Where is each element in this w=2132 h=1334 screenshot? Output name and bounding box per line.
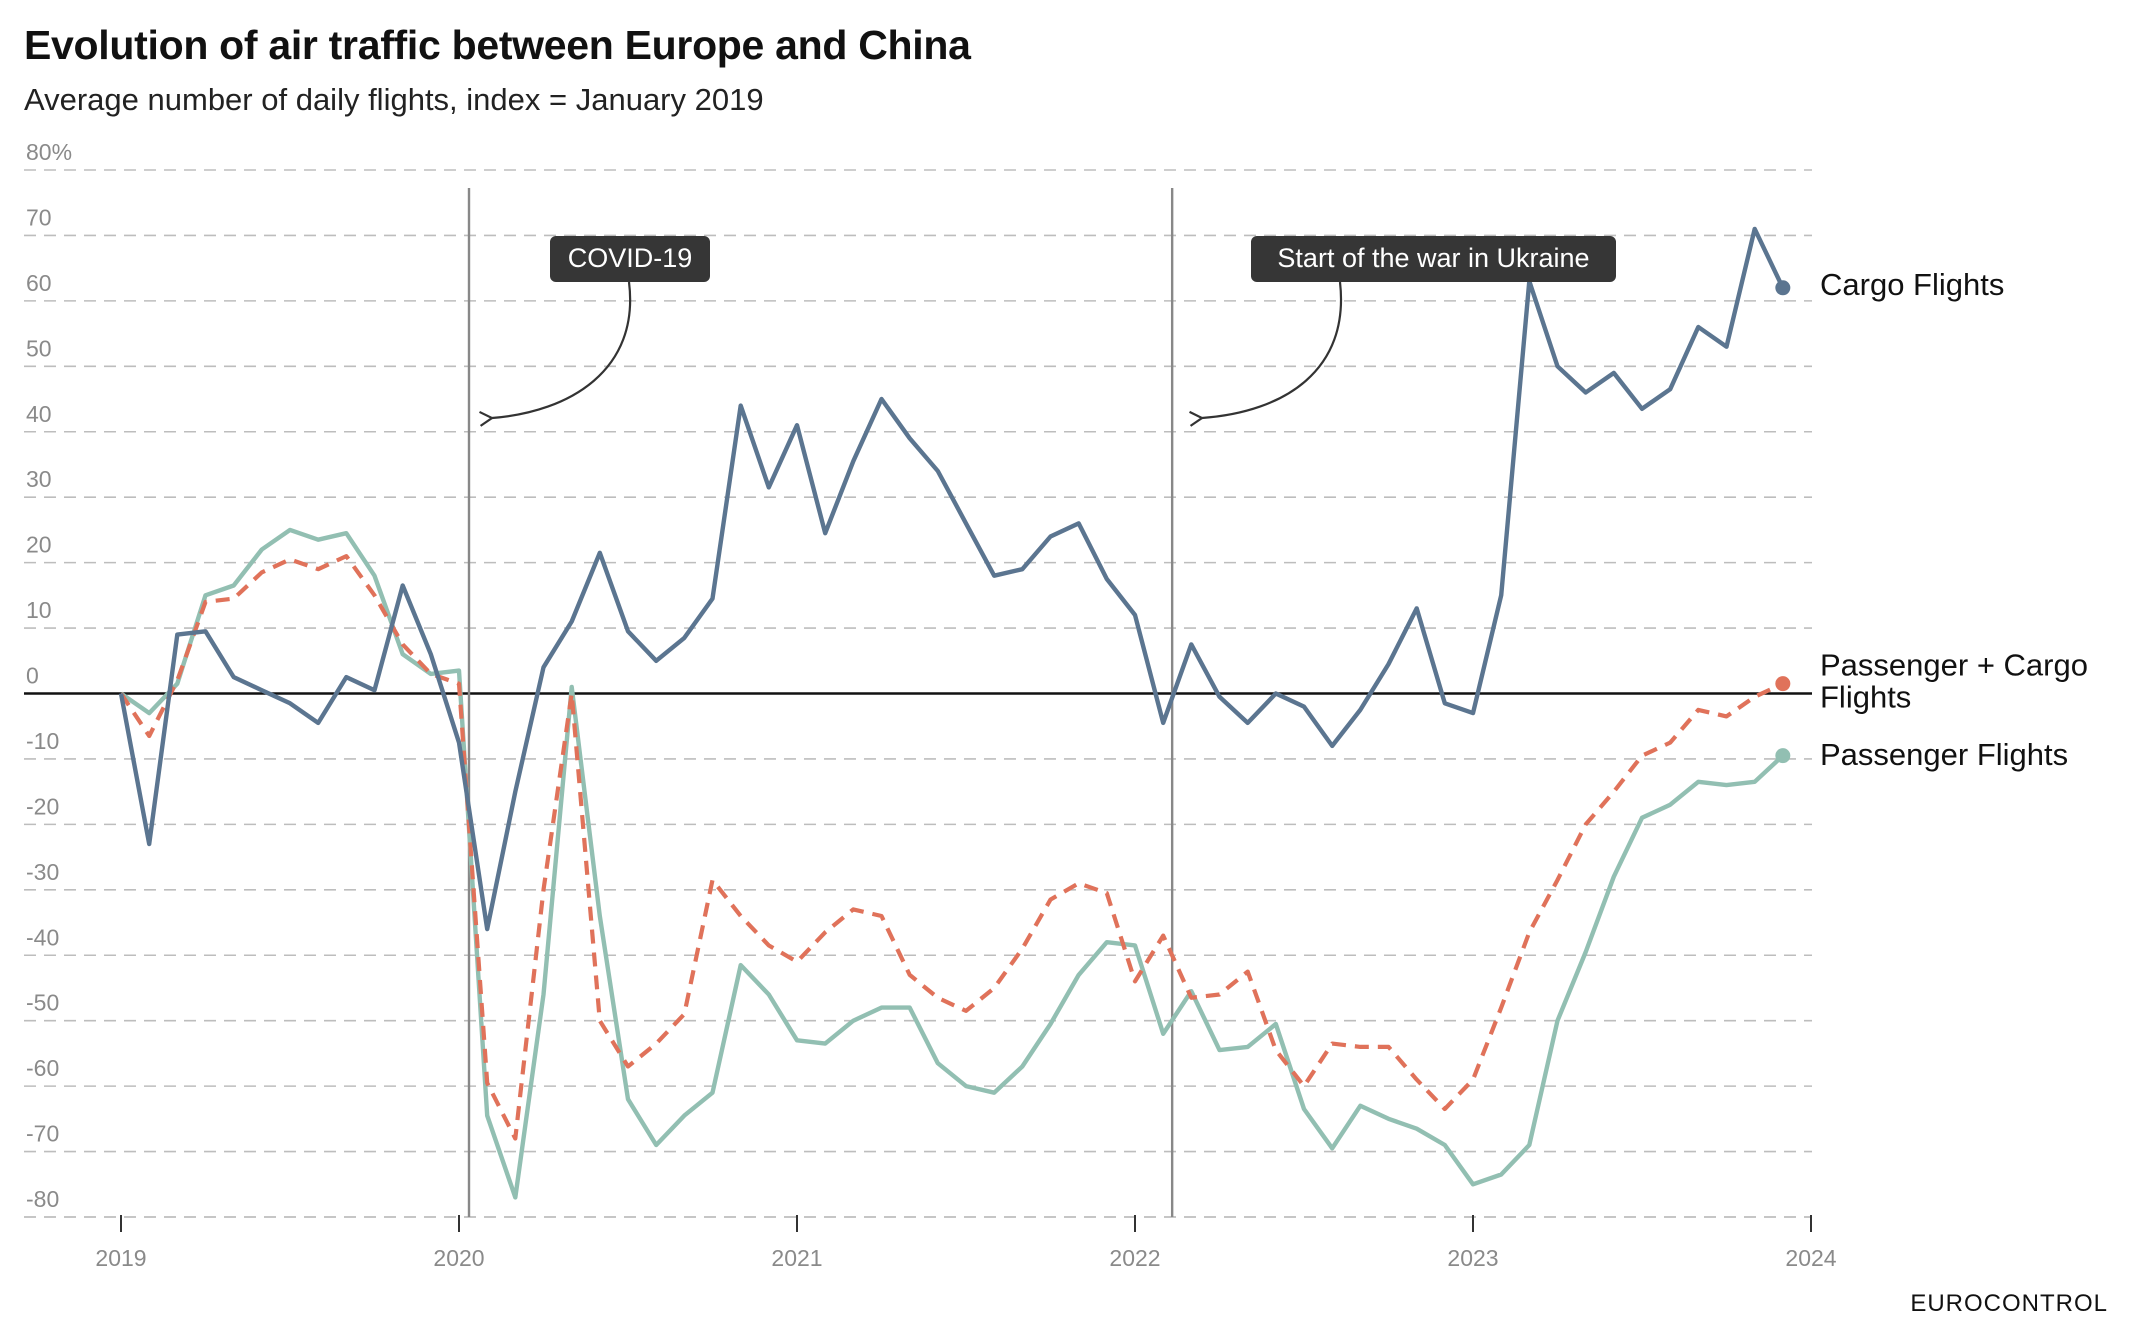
x-tick-label: 2023 — [1447, 1245, 1498, 1271]
y-tick-label: -70 — [26, 1121, 59, 1147]
x-tick-label: 2020 — [433, 1245, 484, 1271]
chart-subtitle: Average number of daily flights, index =… — [24, 82, 764, 117]
annotation-arrow — [1202, 281, 1343, 418]
series-end-dot — [1775, 748, 1791, 764]
series-lines — [118, 226, 1791, 1200]
series-label: Passenger + Cargo Flights — [1820, 648, 2088, 715]
chart-title: Evolution of air traffic between Europe … — [24, 22, 971, 68]
y-tick-label: -80 — [26, 1186, 59, 1212]
x-tick-label: 2022 — [1109, 1245, 1160, 1271]
grid-lines — [24, 169, 1812, 1218]
annotation-label: COVID-19 — [568, 243, 693, 273]
x-axis: 2019 2020 2021 2022 2023 2024 — [24, 1215, 1837, 1271]
y-tick-label: -10 — [26, 728, 59, 754]
y-tick-label: -20 — [26, 793, 59, 819]
series-label: Passenger Flights — [1820, 737, 2068, 772]
war-annotation-box — [1251, 236, 1616, 282]
annotation-arrow — [492, 281, 632, 418]
annotations: COVID-19 Start of the war in Ukraine — [492, 236, 1616, 418]
y-tick-label: -40 — [26, 924, 59, 950]
y-axis-ticks: 80% 70 60 50 40 30 20 10 0 -10 -20 -30 -40 -50 -60 -70 -… — [26, 139, 72, 1212]
series-label: Cargo Flights — [1820, 267, 2004, 302]
y-tick-label: 50 — [26, 335, 52, 361]
y-tick-label: 80% — [26, 139, 72, 165]
series-labels: Cargo Flights Passenger + Cargo Flights Pas… — [1820, 267, 2088, 772]
source-credit: EUROCONTROL — [1910, 1290, 2108, 1317]
y-tick-label: 70 — [26, 204, 52, 230]
x-tick-label: 2021 — [771, 1245, 822, 1271]
annotation-label: Start of the war in Ukraine — [1277, 243, 1589, 273]
y-tick-label: -50 — [26, 990, 59, 1016]
y-tick-label: -30 — [26, 859, 59, 885]
series-line-passenger-cargo-flights — [119, 553, 1784, 1141]
y-tick-label: 30 — [26, 466, 52, 492]
series-end-dot — [1775, 676, 1791, 692]
x-tick-label: 2024 — [1785, 1245, 1836, 1271]
series-end-dot — [1775, 280, 1791, 296]
x-tick-label: 2019 — [95, 1245, 146, 1271]
y-tick-label: 10 — [26, 597, 52, 623]
y-tick-label: -60 — [26, 1055, 59, 1081]
y-tick-label: 40 — [26, 401, 52, 427]
y-tick-label: 0 — [26, 663, 39, 689]
y-tick-label: 60 — [26, 270, 52, 296]
series-line-cargo-flights — [118, 226, 1785, 932]
covid-annotation-box — [550, 236, 710, 282]
y-tick-label: 20 — [26, 532, 52, 558]
series-line-passenger-flights — [119, 527, 1785, 1200]
